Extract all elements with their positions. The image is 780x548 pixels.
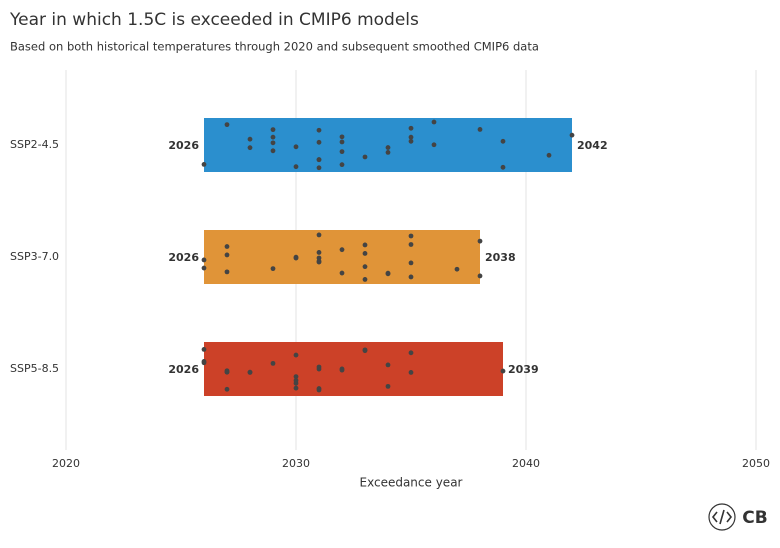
model-point	[293, 385, 299, 391]
model-point	[339, 134, 345, 140]
model-point	[408, 242, 414, 247]
model-point	[408, 138, 414, 144]
model-point	[224, 369, 230, 375]
model-point	[477, 127, 483, 132]
model-point	[224, 122, 230, 128]
model-point	[362, 347, 368, 353]
range-bar	[204, 118, 572, 172]
logo-icon	[708, 503, 736, 531]
model-point	[408, 274, 414, 280]
model-point	[224, 386, 230, 392]
model-point	[270, 360, 276, 366]
x-tick-label: 2050	[742, 457, 770, 470]
low-label: 2026	[168, 251, 199, 264]
model-point	[316, 259, 322, 265]
model-point	[201, 359, 207, 364]
model-point	[477, 273, 483, 279]
model-point	[408, 260, 414, 266]
model-point	[362, 277, 368, 282]
low-label: 2026	[168, 363, 199, 376]
high-label: 2042	[577, 139, 608, 152]
model-point	[224, 252, 230, 258]
model-point	[316, 250, 322, 255]
model-point	[339, 149, 345, 155]
model-point	[316, 165, 322, 171]
model-point	[293, 378, 299, 383]
model-point	[247, 145, 253, 151]
model-point	[316, 386, 322, 391]
model-point	[408, 370, 414, 375]
x-axis-label: Exceedance year	[360, 476, 463, 490]
logo-text: CB	[742, 508, 767, 528]
model-point	[270, 266, 276, 272]
range-bar	[204, 230, 480, 284]
low-label: 2026	[168, 139, 199, 152]
x-tick-label: 2040	[512, 457, 540, 470]
model-point	[385, 383, 391, 389]
model-point	[201, 346, 207, 352]
model-point	[339, 162, 345, 168]
model-point	[546, 152, 552, 158]
model-point	[569, 132, 575, 138]
model-point	[224, 244, 230, 249]
logo-icon-glyph	[711, 509, 733, 525]
model-point	[385, 150, 391, 155]
model-point	[500, 164, 506, 170]
model-point	[339, 247, 345, 253]
model-point	[293, 374, 299, 380]
model-point	[270, 127, 276, 133]
model-point	[293, 255, 299, 261]
model-point	[339, 366, 345, 372]
model-point	[408, 134, 414, 140]
x-tick-label: 2020	[52, 457, 80, 470]
model-point	[224, 269, 230, 275]
model-point	[293, 352, 299, 358]
chart-subtitle: Based on both historical temperatures th…	[10, 40, 539, 54]
category-label: SSP5-8.5	[10, 362, 59, 375]
model-point	[431, 119, 437, 125]
model-point	[316, 139, 322, 145]
model-point	[454, 266, 460, 272]
model-point	[362, 264, 368, 270]
model-point	[477, 238, 483, 244]
model-point	[408, 233, 414, 239]
model-point	[270, 148, 276, 154]
high-label: 2038	[485, 251, 516, 264]
model-point	[408, 125, 414, 131]
model-point	[339, 139, 345, 145]
model-point	[316, 127, 322, 133]
model-point	[293, 164, 299, 170]
model-point	[362, 242, 368, 248]
model-point	[385, 145, 391, 150]
model-point	[408, 350, 414, 356]
model-point	[293, 144, 299, 150]
model-point	[385, 362, 391, 368]
model-point	[362, 251, 368, 256]
model-point	[316, 157, 322, 162]
model-point	[500, 368, 506, 374]
model-point	[270, 140, 276, 146]
model-point	[339, 270, 345, 276]
model-point	[270, 134, 276, 140]
x-tick-label: 2030	[282, 457, 310, 470]
category-label: SSP2-4.5	[10, 138, 59, 151]
high-label: 2039	[508, 363, 539, 376]
model-point	[431, 142, 437, 148]
model-point	[362, 154, 368, 160]
model-point	[247, 369, 253, 375]
logo: CB	[708, 503, 768, 531]
model-point	[247, 136, 253, 142]
range-bar	[204, 342, 503, 396]
category-label: SSP3-7.0	[10, 250, 59, 263]
model-point	[385, 270, 391, 276]
model-point	[316, 232, 322, 238]
model-point	[500, 138, 506, 144]
chart-title: Year in which 1.5C is exceeded in CMIP6 …	[9, 10, 419, 30]
model-point	[316, 366, 322, 372]
model-point	[201, 161, 207, 167]
model-point	[201, 257, 207, 263]
model-point	[201, 265, 207, 271]
